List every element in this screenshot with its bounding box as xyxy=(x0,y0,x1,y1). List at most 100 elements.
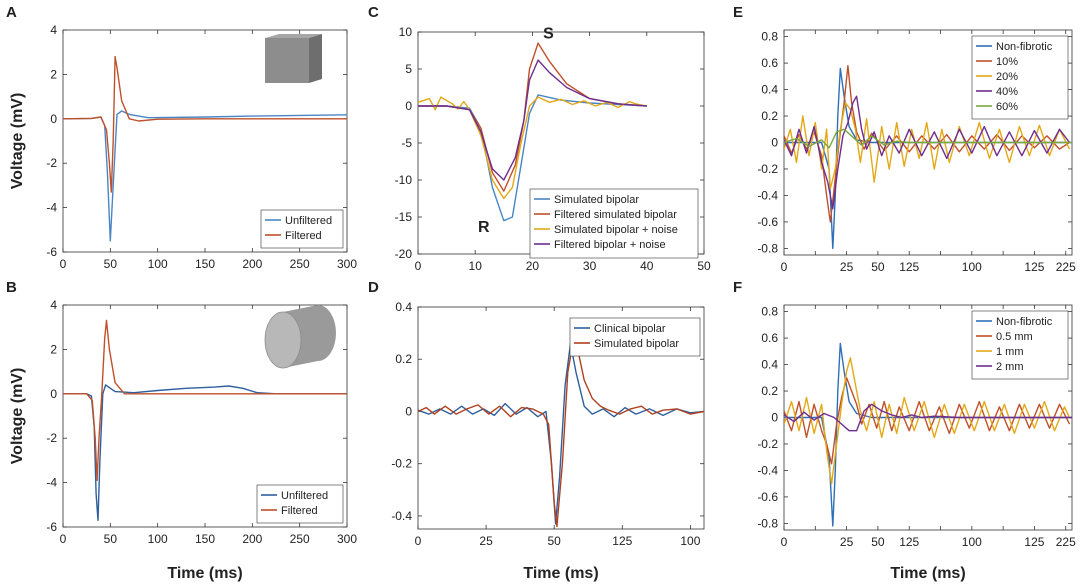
panel-f-series-line xyxy=(784,357,1071,485)
panel-d-xtick-label: 0 xyxy=(415,534,422,548)
panel-b-xtick-label: 50 xyxy=(104,532,118,546)
panel-a-cube-inset xyxy=(265,34,322,83)
panel-a-xtick-label: 0 xyxy=(60,257,67,271)
panel-f-series-group xyxy=(784,342,1072,527)
panel-f-ytick-label: -0.6 xyxy=(757,490,778,504)
panel-c-ytick-label: 10 xyxy=(399,25,413,39)
panel-f-legend-box xyxy=(971,310,1069,380)
panel-b-series-line xyxy=(63,319,347,482)
panel-a-xtick-label: 250 xyxy=(290,257,310,271)
panel-c-ytick-label: -5 xyxy=(401,136,412,150)
panel-f-xtick-label: 225 xyxy=(1056,535,1076,549)
panel-a-ytick-label: 4 xyxy=(50,23,57,37)
panel-a-ytick-label: -4 xyxy=(46,201,57,215)
panel-e-series-line xyxy=(784,95,1071,210)
panel-c-ytick-label: -15 xyxy=(395,210,413,224)
panel-d-legend: Clinical bipolar Simulated bipolar xyxy=(569,317,701,357)
panel-d-ytick-label: -0.2 xyxy=(391,457,412,471)
panel-e-xtick-label: 50 xyxy=(871,260,885,274)
panel-d-ytick-label: -0.4 xyxy=(391,509,412,523)
panel-c-xtick-label: 10 xyxy=(469,259,483,273)
panel-f-ytick-label: 0.8 xyxy=(761,305,778,319)
panel-f-letter: F xyxy=(733,279,742,296)
panel-b-xtick-label: 200 xyxy=(242,532,262,546)
panel-e-xtick-label: 125 xyxy=(899,260,919,274)
panel-f-xtick-label: 125 xyxy=(899,535,919,549)
panel-b-ytick-label: 4 xyxy=(50,298,57,312)
panel-b-xtick-label: 300 xyxy=(337,532,357,546)
panel-f-chart: F 0 25 50 125 100 125 225 -0.8 -0.6 -0.4 -0.2 0 0.2 0.… xyxy=(733,279,1076,582)
panel-e-ytick-label: 0.2 xyxy=(761,109,778,123)
panel-e-ytick-label: 0.8 xyxy=(761,30,778,44)
panel-e-legend-label: 60% xyxy=(996,101,1018,113)
panel-e-legend-label: 10% xyxy=(996,56,1018,68)
panel-b-ytick-label: 2 xyxy=(50,342,57,356)
panel-e-xtick-label: 25 xyxy=(840,260,854,274)
panel-a-xtick-label: 200 xyxy=(242,257,262,271)
panel-a-legend-label: Unfiltered xyxy=(285,215,332,227)
panel-b-ytick-label: -6 xyxy=(46,520,57,534)
panel-b-legend-label: Filtered xyxy=(281,505,318,517)
panel-c-series-group xyxy=(418,42,647,222)
panel-d-legend-label: Simulated bipolar xyxy=(594,338,679,350)
panel-a-legend-box xyxy=(260,209,344,249)
panel-c-legend-label: Filtered bipolar + noise xyxy=(554,239,666,251)
panel-d-letter: D xyxy=(368,279,379,296)
panel-c-ytick-label: 5 xyxy=(405,62,412,76)
panel-d-xtick-label: 50 xyxy=(548,534,562,548)
panel-c-ytick-label: -10 xyxy=(395,173,413,187)
panel-b-ytick-label: -2 xyxy=(46,431,57,445)
panel-b-xtick-label: 100 xyxy=(148,532,168,546)
panel-b-xtick-label: 250 xyxy=(290,532,310,546)
panel-e-xtick-label: 125 xyxy=(1024,260,1044,274)
panel-c-xtick-label: 40 xyxy=(640,259,654,273)
panel-e-ytick-label: 0.6 xyxy=(761,56,778,70)
panel-c-annotation-r: R xyxy=(478,219,490,236)
panel-a-legend: Unfiltered Filtered xyxy=(260,209,344,249)
panel-b-cylinder-inset xyxy=(264,305,336,369)
panel-c-ytick-label: 0 xyxy=(405,99,412,113)
cube-side-face xyxy=(309,34,322,83)
panel-f-ytick-label: 0.4 xyxy=(761,358,778,372)
panel-d-series-group xyxy=(418,340,704,528)
panel-e-series-group xyxy=(784,65,1072,250)
panel-c-annotation-s: S xyxy=(543,26,554,43)
panel-f-series-line xyxy=(784,403,1072,432)
panel-a-xtick-label: 150 xyxy=(195,257,215,271)
panel-a-xtick-label: 50 xyxy=(104,257,118,271)
panel-f-legend-label: Non-fibrotic xyxy=(996,316,1053,328)
panel-d-xtick-label: 25 xyxy=(479,534,493,548)
panel-a-ytick-label: -6 xyxy=(46,245,57,259)
panel-c-series-line xyxy=(418,59,647,181)
panel-c-xtick-label: 0 xyxy=(415,259,422,273)
panel-e-ytick-label: -0.2 xyxy=(757,162,778,176)
panel-c-letter: C xyxy=(368,4,379,21)
panel-a-xtick-label: 300 xyxy=(337,257,357,271)
panel-e-ytick-label: -0.4 xyxy=(757,188,778,202)
panel-d-series-line xyxy=(418,340,704,528)
panel-c-legend: Simulated bipolar Filtered simulated bipo… xyxy=(529,188,699,259)
panel-c-legend-label: Simulated bipolar xyxy=(554,194,639,206)
panel-a-legend-label: Filtered xyxy=(285,230,322,242)
panel-c-legend-box xyxy=(529,188,699,259)
panel-a-ylabel: Voltage (mV) xyxy=(9,93,26,190)
panel-d-axes-box xyxy=(417,306,705,530)
panel-c-xtick-label: 20 xyxy=(526,259,540,273)
panel-d-ytick-label: 0 xyxy=(405,404,412,418)
panel-b-legend-box xyxy=(256,484,344,524)
panel-f-ytick-label: 0.2 xyxy=(761,384,778,398)
panel-b-xlabel: Time (ms) xyxy=(167,565,242,582)
panel-a-series-group xyxy=(63,55,347,242)
panel-f-ytick-label: 0.6 xyxy=(761,331,778,345)
panel-c-xtick-label: 30 xyxy=(583,259,597,273)
panel-e-legend-label: 40% xyxy=(996,86,1018,98)
panel-a-letter: A xyxy=(6,4,17,21)
panel-e-legend-label: 20% xyxy=(996,71,1018,83)
panel-f-ytick-label: -0.4 xyxy=(757,463,778,477)
panel-b-ytick-label: 0 xyxy=(50,387,57,401)
panel-f-ytick-label: 0 xyxy=(771,411,778,425)
panel-d-ytick-label: 0.2 xyxy=(395,352,412,366)
panel-e-ytick-label: -0.8 xyxy=(757,241,778,255)
panel-e-legend: Non-fibrotic 10% 20% 40% 60% xyxy=(971,35,1069,120)
panel-c-xtick-label: 50 xyxy=(697,259,711,273)
